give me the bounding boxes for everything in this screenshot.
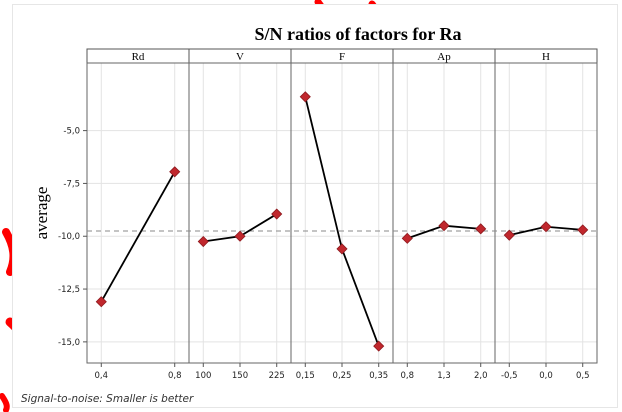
series-line [101, 172, 174, 302]
data-point [578, 225, 588, 235]
y-tick-label: -7,5 [63, 179, 80, 189]
chart-frame: S/N ratios of factors for Ra average Rd V… [12, 4, 618, 408]
x-tick-label: 1,3 [437, 371, 451, 381]
main-effects-chart: S/N ratios of factors for Ra average Rd V… [13, 5, 619, 409]
panel-header-label: V [236, 51, 244, 63]
x-tick-label: 0,8 [401, 371, 415, 381]
y-tick-label: -5,0 [63, 127, 80, 137]
panel-header-label: Ap [437, 51, 451, 63]
x-tick-label: 2,0 [474, 371, 488, 381]
data-point [402, 233, 412, 243]
data-point [96, 297, 106, 307]
y-tick-label: -12,5 [58, 285, 80, 295]
x-tick-label: 0,4 [95, 371, 109, 381]
grid-layer [87, 63, 597, 363]
x-tick-label: 0,35 [369, 371, 388, 381]
x-tick-label: 225 [269, 371, 285, 381]
panel-border [87, 63, 189, 363]
y-tick-label: -15,0 [58, 338, 80, 348]
x-tick-label: 0,0 [539, 371, 553, 381]
data-point [272, 209, 282, 219]
x-tick-label: 0,8 [168, 371, 182, 381]
data-point [504, 230, 514, 240]
x-tick-label: 0,5 [576, 371, 590, 381]
x-tick-label: 0,15 [296, 371, 315, 381]
panel-header-label: F [339, 51, 345, 63]
chart-title: S/N ratios of factors for Ra [254, 24, 461, 44]
x-tick-label: 0,25 [333, 371, 352, 381]
panel-header-label: H [542, 51, 550, 63]
data-point [198, 237, 208, 247]
data-point [374, 341, 384, 351]
data-point [439, 221, 449, 231]
data-point [235, 231, 245, 241]
y-axis-label: average [32, 187, 51, 240]
data-point [337, 244, 347, 254]
footnote: Signal-to-noise: Smaller is better [21, 393, 194, 405]
panel-header-label: Rd [132, 51, 145, 63]
data-point [476, 224, 486, 234]
x-tick-label: 100 [195, 371, 211, 381]
y-tick-label: -10,0 [58, 232, 80, 242]
x-tick-label: 150 [232, 371, 248, 381]
data-point [170, 167, 180, 177]
x-tick-label: -0,5 [501, 371, 518, 381]
data-point [541, 222, 551, 232]
data-point [300, 92, 310, 102]
